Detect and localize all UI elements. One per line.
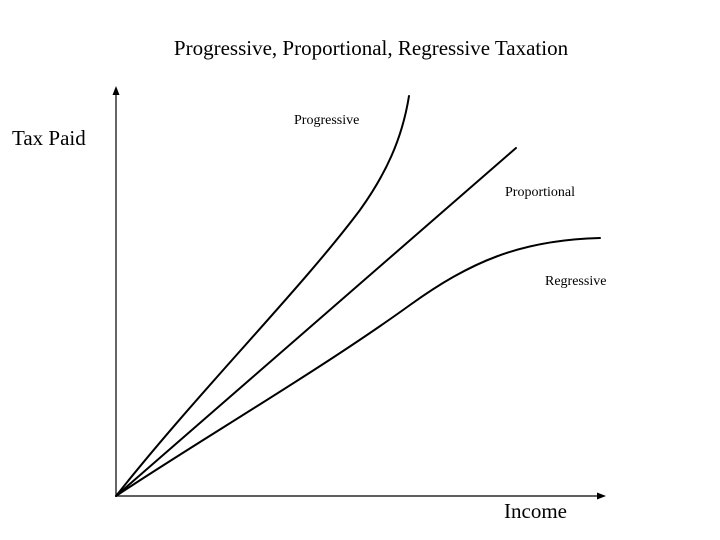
proportional-label: Proportional [505, 185, 575, 200]
proportional-line [115, 147, 517, 497]
regressive-curve [115, 237, 601, 497]
x-axis-label: Income [504, 499, 567, 523]
y-axis-label: Tax Paid [12, 126, 86, 150]
progressive-label: Progressive [294, 113, 359, 128]
y-axis-arrow [112, 86, 120, 95]
progressive-curve [115, 95, 410, 497]
regressive-label: Regressive [545, 274, 606, 289]
axes [112, 86, 606, 500]
x-axis-arrow [597, 492, 606, 500]
diagram-title: Progressive, Proportional, Regressive Ta… [174, 36, 569, 60]
